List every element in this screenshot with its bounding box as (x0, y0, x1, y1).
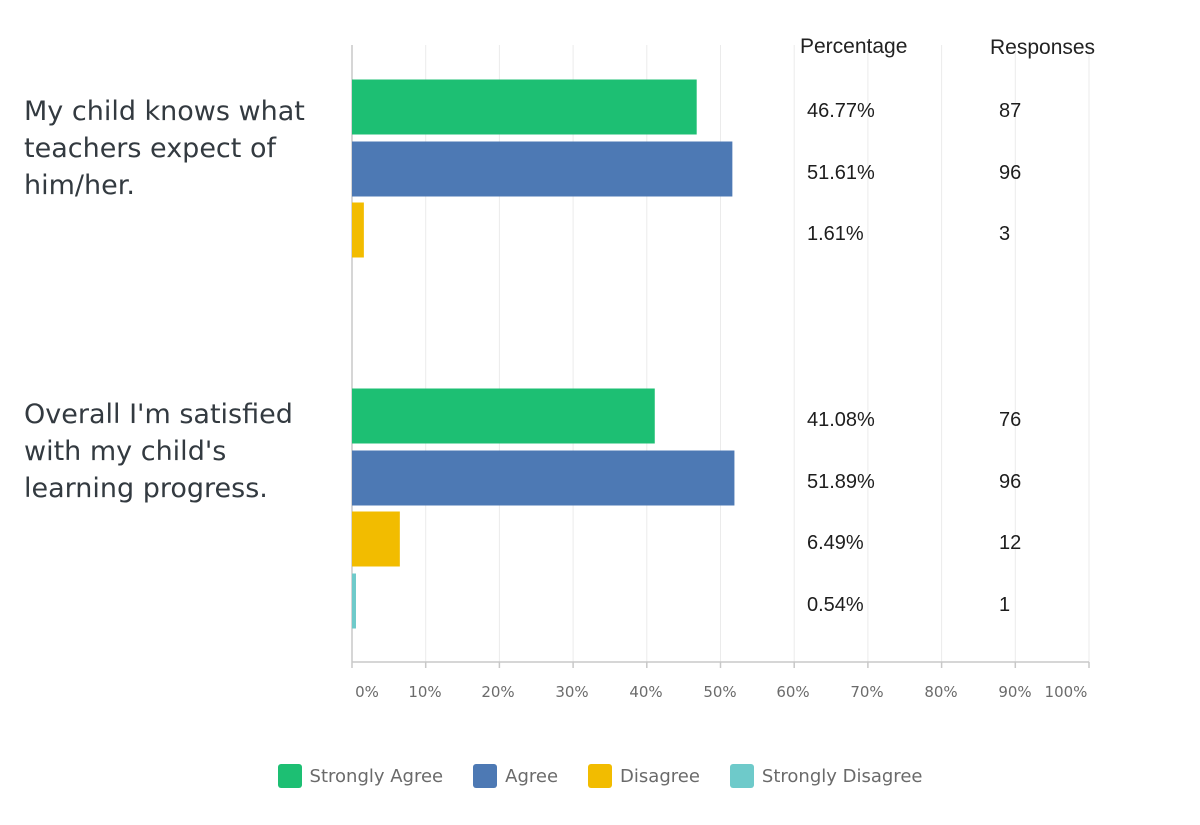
percentage-label: 41.08% (807, 409, 875, 431)
x-tick-label: 30% (555, 683, 588, 701)
bar (352, 388, 655, 444)
x-tick-label: 10% (408, 683, 441, 701)
question-label-line: with my child's (24, 436, 226, 467)
legend-swatch (277, 764, 302, 788)
question-label-line: Overall I'm satisfied (24, 399, 293, 430)
header-responses: Responses (990, 36, 1095, 59)
legend-label: Strongly Disagree (761, 765, 923, 787)
bar (352, 141, 733, 197)
x-tick-label: 80% (924, 683, 957, 701)
x-tick-label: 60% (776, 683, 809, 701)
responses-value: 96 (999, 162, 1021, 184)
x-tick-label: 40% (629, 683, 662, 701)
percentage-label: 51.89% (807, 471, 875, 493)
x-tick-label: 90% (998, 683, 1031, 701)
percentage-label: 0.54% (807, 594, 864, 616)
responses-value: 96 (999, 471, 1021, 493)
legend-item: Disagree (588, 764, 700, 788)
percentage-label: 46.77% (807, 100, 875, 122)
legend: Strongly Agree Agree Disagree Strongly Disa… (0, 764, 1200, 788)
percentage-label: 6.49% (807, 532, 864, 554)
percentage-label: 1.61% (807, 223, 864, 245)
bars (352, 79, 735, 629)
legend-item: Strongly Agree (277, 764, 444, 788)
bar (352, 202, 364, 258)
x-tick-label: 0% (355, 683, 379, 701)
bar (352, 79, 697, 135)
x-tick-label: 70% (850, 683, 883, 701)
question-label-line: teachers expect of (24, 133, 277, 164)
legend-swatch (588, 764, 613, 788)
x-tick-label: 50% (703, 683, 736, 701)
legend-item: Agree (473, 764, 558, 788)
legend-label: Disagree (620, 765, 700, 787)
legend-item: Strongly Disagree (729, 764, 923, 788)
question-label-line: learning progress. (24, 473, 268, 504)
legend-swatch (473, 764, 498, 788)
gridlines (351, 45, 1090, 668)
percentage-label: 51.61% (807, 162, 875, 184)
legend-swatch (729, 764, 754, 788)
x-tick-label: 20% (481, 683, 514, 701)
question-label-line: My child knows what (24, 96, 305, 127)
bar (352, 573, 356, 629)
x-tick-label: 100% (1045, 683, 1088, 701)
bar (352, 450, 735, 506)
responses-value: 87 (999, 100, 1021, 122)
labels: 0% 10% 20% 30% 40% 50% 60% 70% 80% 90% 100% Percent… (24, 35, 1095, 701)
legend-label: Strongly Agree (309, 765, 444, 787)
legend-label: Agree (505, 765, 559, 787)
responses-value: 76 (999, 409, 1021, 431)
responses-value: 12 (999, 532, 1021, 554)
bar (352, 511, 400, 567)
question-label-line: him/her. (24, 170, 135, 201)
header-percentage: Percentage (800, 35, 907, 58)
responses-value: 1 (999, 594, 1010, 616)
responses-value: 3 (999, 223, 1010, 245)
